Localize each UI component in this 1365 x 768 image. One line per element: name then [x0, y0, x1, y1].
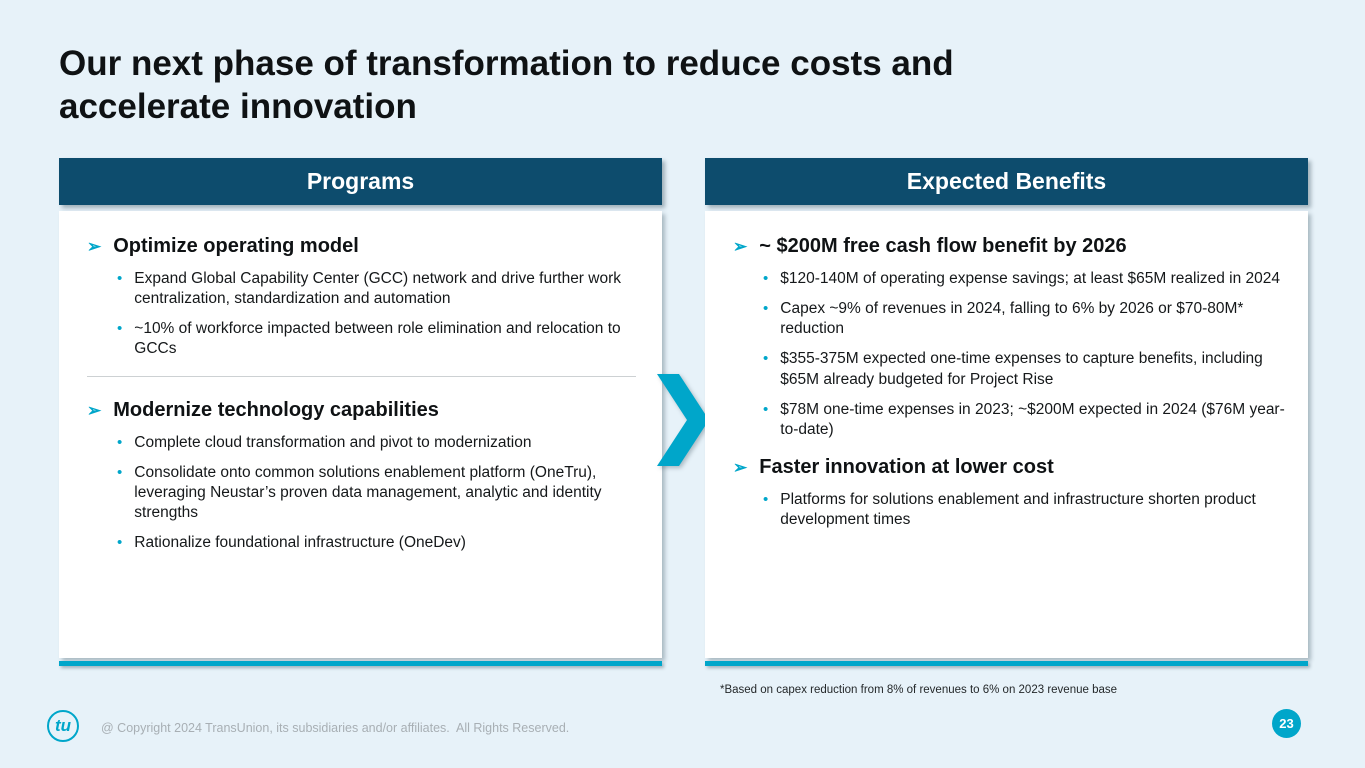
bullet-dot-icon: •	[117, 433, 123, 451]
section-heading-text: Modernize technology capabilities	[113, 398, 439, 421]
copyright-text: @ Copyright 2024 TransUnion, its subsidi…	[101, 721, 570, 735]
benefits-panel-accent-bar	[705, 661, 1308, 666]
arrow-bullet-icon: ➢	[87, 400, 102, 420]
bullet-list: • Expand Global Capability Center (GCC) …	[87, 269, 646, 360]
bullet-item: • $120-140M of operating expense savings…	[763, 269, 1292, 289]
arrow-bullet-icon: ➢	[733, 457, 748, 477]
bullet-text: $78M one-time expenses in 2023; ~$200M e…	[780, 400, 1285, 438]
bullet-item: • $355-375M expected one-time expenses t…	[763, 349, 1292, 389]
section-heading: ➢ Modernize technology capabilities	[87, 399, 646, 422]
bullet-dot-icon: •	[763, 300, 769, 318]
benefits-panel-body: ➢ ~ $200M free cash flow benefit by 2026…	[705, 211, 1308, 658]
bullet-dot-icon: •	[117, 534, 123, 552]
bullet-text: $120-140M of operating expense savings; …	[780, 270, 1281, 287]
bullet-text: Rationalize foundational infrastructure …	[134, 534, 466, 552]
expected-benefits-panel: Expected Benefits ➢ ~ $200M free cash fl…	[705, 158, 1308, 666]
benefits-section-innovation: ➢ Faster innovation at lower cost • Plat…	[733, 456, 1292, 530]
bullet-item: • ~10% of workforce impacted between rol…	[117, 319, 646, 359]
bullet-item: • Rationalize foundational infrastructur…	[117, 533, 646, 553]
bullet-dot-icon: •	[763, 490, 769, 508]
bullet-item: • $78M one-time expenses in 2023; ~$200M…	[763, 400, 1292, 440]
bullet-dot-icon: •	[117, 320, 123, 338]
section-heading: ➢ Optimize operating model	[87, 235, 646, 258]
benefits-section-cash-flow: ➢ ~ $200M free cash flow benefit by 2026…	[733, 235, 1292, 440]
bullet-list: • Platforms for solutions enablement and…	[733, 490, 1292, 530]
bullet-list: • Complete cloud transformation and pivo…	[87, 433, 646, 554]
bullet-item: • Expand Global Capability Center (GCC) …	[117, 269, 646, 309]
bullet-list: • $120-140M of operating expense savings…	[733, 269, 1292, 440]
bullet-text: Platforms for solutions enablement and i…	[780, 490, 1256, 529]
bullet-dot-icon: •	[763, 270, 769, 287]
bullet-text: $355-375M expected one-time expenses to …	[780, 350, 1263, 388]
arrow-bullet-icon: ➢	[733, 237, 748, 256]
section-heading: ➢ ~ $200M free cash flow benefit by 2026	[733, 235, 1292, 258]
section-heading-text: ~ $200M free cash flow benefit by 2026	[759, 235, 1127, 257]
programs-panel-body: ➢ Optimize operating model • Expand Glob…	[59, 211, 662, 658]
benefits-panel-header: Expected Benefits	[705, 158, 1308, 205]
bullet-item: • Platforms for solutions enablement and…	[763, 490, 1292, 530]
programs-panel-accent-bar	[59, 661, 662, 666]
section-heading-text: Faster innovation at lower cost	[759, 455, 1054, 478]
bullet-item: • Consolidate onto common solutions enab…	[117, 463, 646, 523]
bullet-text: Complete cloud transformation and pivot …	[134, 433, 532, 451]
section-heading: ➢ Faster innovation at lower cost	[733, 456, 1292, 479]
programs-panel: Programs ➢ Optimize operating model • Ex…	[59, 158, 662, 666]
bullet-dot-icon: •	[117, 270, 123, 287]
programs-section-optimize: ➢ Optimize operating model • Expand Glob…	[87, 235, 646, 360]
bullet-item: • Complete cloud transformation and pivo…	[117, 433, 646, 453]
programs-section-modernize: ➢ Modernize technology capabilities • Co…	[87, 399, 646, 554]
bullet-text: Consolidate onto common solutions enable…	[134, 463, 602, 521]
chevron-right-icon	[657, 374, 709, 466]
bullet-text: ~10% of workforce impacted between role …	[134, 320, 621, 358]
arrow-bullet-icon: ➢	[87, 237, 102, 256]
section-heading-text: Optimize operating model	[113, 235, 359, 257]
bullet-text: Expand Global Capability Center (GCC) ne…	[134, 270, 622, 308]
bullet-text: Capex ~9% of revenues in 2024, falling t…	[780, 300, 1244, 338]
page-number-badge: 23	[1272, 709, 1301, 738]
transunion-logo: tu	[47, 710, 79, 742]
bullet-dot-icon: •	[763, 400, 769, 418]
page-title: Our next phase of transformation to redu…	[59, 44, 954, 127]
bullet-item: • Capex ~9% of revenues in 2024, falling…	[763, 299, 1292, 339]
section-divider	[87, 375, 636, 377]
bullet-dot-icon: •	[117, 463, 123, 481]
programs-panel-header: Programs	[59, 158, 662, 205]
transunion-logo-text: tu	[54, 716, 72, 735]
bullet-dot-icon: •	[763, 350, 769, 368]
footnote: *Based on capex reduction from 8% of rev…	[720, 684, 1118, 696]
